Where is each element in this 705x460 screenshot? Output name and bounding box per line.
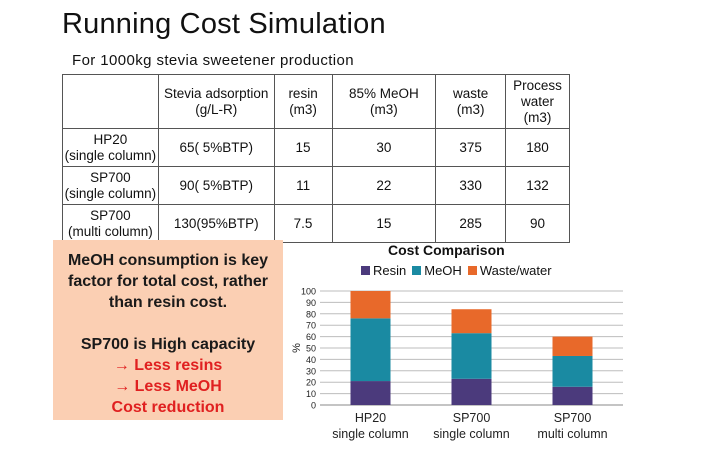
- cost-table: Stevia adsorption (g/L-R) resin (m3) 85% M…: [62, 74, 570, 243]
- table-cell: 285: [435, 204, 507, 243]
- legend-label: MeOH: [424, 263, 462, 278]
- y-tick-label: 50: [306, 344, 316, 354]
- table-header-cell: [62, 74, 159, 129]
- legend-label: Resin: [373, 263, 407, 278]
- table-header-cell: Process water (m3): [505, 74, 570, 129]
- x-tick-label: SP700: [453, 411, 491, 425]
- y-tick-label: 30: [306, 366, 316, 376]
- chart-legend: Resin MeOH Waste/water: [361, 263, 558, 278]
- table-cell: 180: [505, 128, 570, 167]
- table-cell: 30: [331, 128, 437, 167]
- row-label: SP700 (multi column): [62, 204, 159, 243]
- bar-segment: [350, 381, 391, 405]
- legend-item: Waste/water: [467, 263, 552, 278]
- callout-line: than resin cost.: [108, 294, 228, 311]
- x-tick-label: multi column: [537, 427, 607, 441]
- page-title: Running Cost Simulation: [62, 8, 386, 40]
- x-tick-label: SP700: [554, 411, 592, 425]
- y-tick-label: 0: [311, 401, 316, 411]
- bar-segment: [451, 378, 492, 405]
- bar-segment: [552, 336, 593, 356]
- x-tick-label: single column: [433, 427, 509, 441]
- legend-item: MeOH: [412, 263, 462, 278]
- y-tick-label: 10: [306, 389, 316, 399]
- y-tick-label: 70: [306, 321, 316, 331]
- table-cell: 7.5: [273, 204, 333, 243]
- callout-line: factor for total cost, rather: [67, 273, 269, 290]
- bar-segment: [451, 333, 492, 379]
- legend-swatch: [412, 266, 422, 275]
- y-tick-label: 80: [306, 309, 316, 319]
- table-row: SP700 (multi column) 130(95%BTP) 7.5 15 2…: [62, 204, 570, 243]
- table-cell: 15: [273, 128, 333, 167]
- x-tick-label: single column: [332, 427, 408, 441]
- legend-swatch: [467, 266, 477, 275]
- table-cell: 11: [273, 166, 333, 205]
- table-cell: 130(95%BTP): [157, 204, 275, 243]
- x-tick-label: HP20: [355, 411, 386, 425]
- y-tick-label: 90: [306, 298, 316, 308]
- callout-line: → Less resins: [113, 357, 223, 374]
- table-cell: 15: [331, 204, 437, 243]
- page-subtitle: For 1000kg stevia sweetener production: [72, 52, 355, 69]
- table-cell: 132: [505, 166, 570, 205]
- table-cell: 22: [331, 166, 437, 205]
- row-label: HP20 (single column): [62, 128, 159, 167]
- legend-label: Waste/water: [479, 263, 552, 278]
- callout-line: MeOH consumption is key: [67, 252, 269, 269]
- y-tick-label: 60: [306, 332, 316, 342]
- table-header-row: Stevia adsorption (g/L-R) resin (m3) 85% M…: [62, 74, 570, 129]
- table-cell: 330: [435, 166, 507, 205]
- legend-item: Resin: [361, 263, 406, 278]
- table-header-cell: waste (m3): [435, 74, 507, 129]
- bar-segment: [451, 309, 492, 334]
- y-axis-label: %: [291, 343, 303, 353]
- table-header-cell: resin (m3): [273, 74, 333, 129]
- table-cell: 375: [435, 128, 507, 167]
- legend-swatch: [361, 266, 370, 275]
- table-header-cell: 85% MeOH (m3): [331, 74, 437, 129]
- table-row: HP20 (single column) 65( 5%BTP) 15 30 375…: [62, 128, 570, 167]
- table-header-cell: Stevia adsorption (g/L-R): [157, 74, 275, 129]
- callout-line: Cost reduction: [111, 399, 225, 416]
- table-cell: 90( 5%BTP): [157, 166, 275, 205]
- callout-box: MeOH consumption is key factor for total…: [53, 240, 283, 420]
- table-cell: 65( 5%BTP): [157, 128, 275, 167]
- callout-line: → Less MeOH: [114, 378, 222, 395]
- chart-title: Cost Comparison: [388, 242, 505, 258]
- callout-line: SP700 is High capacity: [80, 336, 256, 353]
- row-label: SP700 (single column): [62, 166, 159, 205]
- bar-segment: [350, 291, 391, 319]
- table-cell: 90: [505, 204, 570, 243]
- bar-segment: [552, 355, 593, 387]
- bar-segment: [350, 318, 391, 382]
- y-tick-label: 20: [306, 378, 316, 388]
- table-row: SP700 (single column) 90( 5%BTP) 11 22 33…: [62, 166, 570, 205]
- bar-segment: [552, 386, 593, 405]
- y-tick-label: 100: [301, 287, 316, 297]
- y-tick-label: 40: [306, 355, 316, 365]
